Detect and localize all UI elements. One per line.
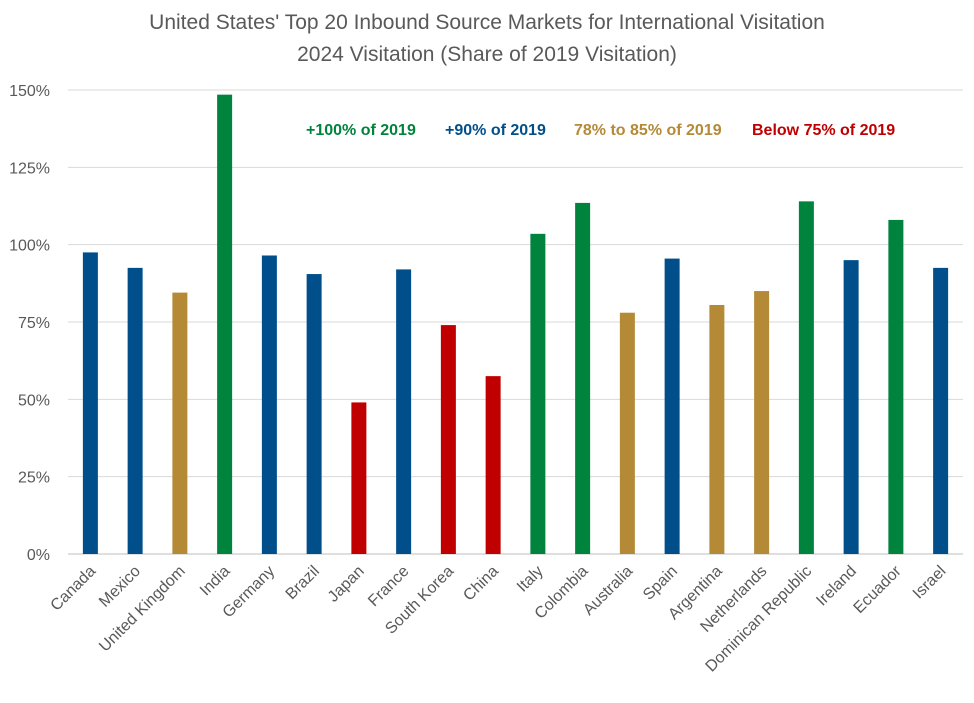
y-tick-label: 100%: [9, 238, 50, 255]
legend-item-blue: +90% of 2019: [445, 122, 546, 139]
x-tick-label: United Kingdom: [96, 563, 189, 656]
bar-brazil: [306, 274, 322, 554]
gridlines: [68, 89, 963, 555]
bar-united-kingdom: [172, 292, 188, 554]
bar-france: [396, 269, 412, 554]
x-tick-label: India: [197, 563, 234, 600]
x-tick-label: Ecuador: [851, 562, 906, 617]
x-tick-label: Italy: [514, 563, 547, 596]
bar-australia: [619, 312, 635, 554]
y-tick-label: 75%: [18, 315, 50, 332]
bar-ireland: [843, 260, 859, 554]
bar-netherlands: [754, 291, 770, 554]
bar-china: [485, 376, 501, 554]
bar-germany: [261, 255, 277, 554]
y-tick-label: 125%: [9, 160, 50, 177]
legend-item-green: +100% of 2019: [306, 122, 416, 139]
legend: +100% of 2019 +90% of 2019 78% to 85% of 2…: [306, 122, 895, 139]
bar-canada: [82, 252, 98, 554]
bar-japan: [351, 402, 367, 554]
bar-israel: [933, 267, 949, 554]
bar-colombia: [575, 202, 591, 554]
x-tick-label: Spain: [640, 563, 681, 604]
x-tick-label: Canada: [48, 563, 100, 615]
y-tick-label: 0%: [27, 547, 50, 564]
bar-ecuador: [888, 219, 904, 555]
bar-dominican-republic: [798, 201, 814, 555]
legend-item-gold: 78% to 85% of 2019: [574, 122, 722, 139]
x-tick-label: China: [460, 563, 502, 605]
bar-italy: [530, 233, 546, 554]
y-axis-tick-labels: 0% 25% 50% 75% 100% 125% 150%: [9, 83, 50, 564]
chart-subtitle: 2024 Visitation (Share of 2019 Visitatio…: [297, 43, 677, 66]
legend-item-red: Below 75% of 2019: [752, 122, 895, 139]
x-tick-label: Japan: [325, 563, 368, 606]
bar-south-korea: [440, 325, 456, 554]
chart-title: United States' Top 20 Inbound Source Mar…: [149, 11, 825, 34]
bar-argentina: [709, 304, 725, 554]
x-tick-label: Australia: [580, 563, 636, 619]
bar-india: [217, 94, 233, 554]
bar-mexico: [127, 267, 143, 554]
bars: [82, 94, 949, 555]
y-tick-label: 50%: [18, 392, 50, 409]
x-tick-label: Brazil: [283, 563, 323, 603]
y-tick-label: 150%: [9, 83, 50, 100]
y-tick-label: 25%: [18, 470, 50, 487]
bar-spain: [664, 258, 680, 554]
x-tick-label: Israel: [910, 563, 950, 603]
